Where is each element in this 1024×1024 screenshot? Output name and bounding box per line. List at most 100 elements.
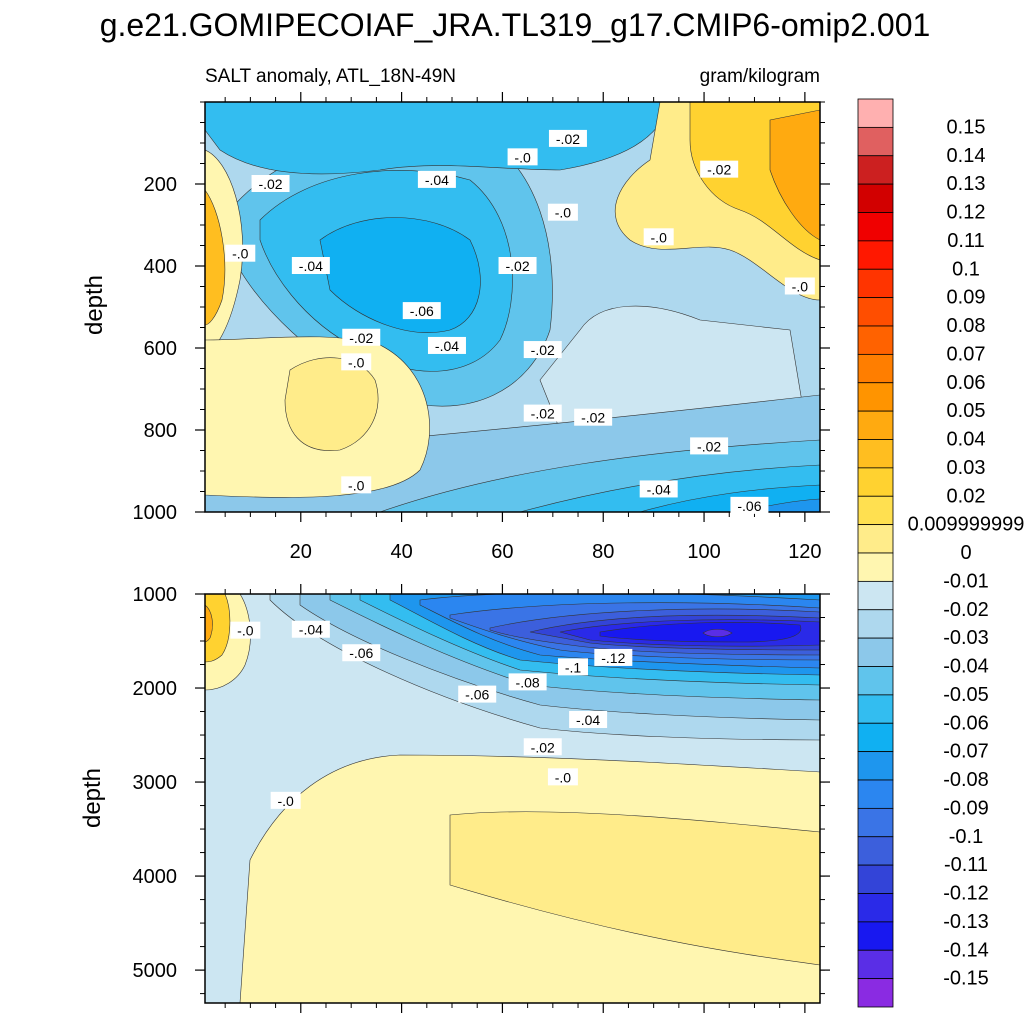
contour-label-text: -.0 <box>792 279 809 295</box>
contour-label-bg <box>784 277 815 295</box>
y-tick-label: 1000 <box>133 502 178 524</box>
contour-label-text: -.02 <box>581 410 605 426</box>
colorbar-level-label: -0.08 <box>943 769 989 791</box>
contour-label: -.0 <box>341 353 372 371</box>
colorbar-level-label: -0.1 <box>949 826 983 848</box>
contour-label-text: -.02 <box>505 258 529 274</box>
colorbar-swatch <box>857 694 894 724</box>
colorbar-level-label: 0.009999999 <box>908 514 1024 536</box>
colorbar-level-label: 0 <box>960 542 971 564</box>
contour-label-text: -.0 <box>651 229 668 245</box>
contour-label-bg <box>230 621 261 639</box>
contour-label-bg <box>523 341 562 359</box>
contour-label-text: -.02 <box>531 739 555 755</box>
contour-label-text: -.04 <box>576 712 600 728</box>
colorbar-swatch <box>857 552 894 582</box>
colorbar-swatch <box>857 98 894 128</box>
colorbar-swatch <box>857 297 894 327</box>
contour-label-bg <box>458 685 497 703</box>
contour-label: -.0 <box>270 791 301 809</box>
contour-label-bg <box>690 437 729 455</box>
contour-label: -.04 <box>417 170 456 188</box>
contour-label-bg <box>700 160 739 178</box>
contour-label-bg <box>225 244 256 262</box>
y-tick-label: 5000 <box>133 960 178 982</box>
contour-label-bg <box>557 658 588 676</box>
contour-label: -.02 <box>523 404 562 422</box>
contour-label: -.04 <box>639 480 678 498</box>
colorbar-swatch <box>857 609 894 639</box>
contour-label-bg <box>547 203 578 221</box>
colorbar-swatch <box>857 353 894 384</box>
colorbar-level-label: -0.15 <box>943 968 989 990</box>
contour-label-text: -.0 <box>555 205 572 221</box>
contour-label-bg <box>508 673 547 691</box>
colorbar-level-label: -0.05 <box>943 684 989 706</box>
contour-label-text: -.02 <box>531 406 555 422</box>
colorbar-swatch <box>857 382 894 412</box>
colorbar-swatch <box>857 949 894 980</box>
contour-label-bg <box>341 353 372 371</box>
colorbar-swatch <box>857 467 894 497</box>
colorbar-level-label: 0.05 <box>947 400 986 422</box>
y-tick-label: 600 <box>144 338 177 360</box>
upper-subtitle-right: gram/kilogram <box>700 66 820 87</box>
contour-label: -.02 <box>574 408 613 426</box>
contour-label-text: -.02 <box>556 131 580 147</box>
contour-label-bg <box>342 644 381 662</box>
contour-label-bg <box>574 408 613 426</box>
colorbar-level-label: 0.1 <box>952 258 980 280</box>
colorbar-swatch <box>857 751 894 781</box>
contour-label-bg <box>523 738 562 756</box>
contour-label-text: -.0 <box>348 477 365 493</box>
colorbar-level-label: 0.12 <box>947 202 986 224</box>
contour-label-text: -.04 <box>425 172 449 188</box>
contour-label: -.02 <box>342 328 381 346</box>
colorbar-swatch <box>857 212 894 242</box>
contour-label-bg <box>639 480 678 498</box>
colorbar-level-label: -0.12 <box>943 883 989 905</box>
colorbar-swatch <box>857 439 894 469</box>
colorbar-level-label: -0.01 <box>943 570 989 592</box>
lower-y-axis: 1000 2000 3000 4000 5000 <box>133 584 830 995</box>
upper-panel: SALT anomaly, ATL_18N-49N gram/kilogram … <box>81 66 830 563</box>
contour-label: -.02 <box>700 160 739 178</box>
colorbar-swatch <box>857 126 894 157</box>
colorbar-level-label: 0.04 <box>947 429 986 451</box>
colorbar-level-label: -0.02 <box>943 599 989 621</box>
colorbar-level-label: -0.06 <box>943 712 989 734</box>
colorbar-level-label: 0.06 <box>947 372 986 394</box>
contour-label: -.06 <box>730 496 769 514</box>
lower-contour-labels: -.0 -.04-.06 -.12-.1-.08-.06-.04-.02-.0-.0 <box>230 620 633 809</box>
contour-label: -.06 <box>342 644 381 662</box>
upper-y-axis-label: depth <box>81 275 108 335</box>
colorbar: 0.15 0.14 0.13 0.12 0.11 0.1 0.09 0.08 0.07 0.06 0… <box>857 98 1024 1008</box>
contour-label: -.02 <box>523 341 562 359</box>
colorbar-level-label: -0.03 <box>943 627 989 649</box>
colorbar-swatch <box>857 666 894 696</box>
colorbar-swatch <box>857 495 894 526</box>
colorbar-swatch <box>857 978 894 1008</box>
x-tick-label: 80 <box>592 541 614 563</box>
contour-label-text: -.06 <box>349 645 373 661</box>
contour-label-bg <box>730 496 769 514</box>
contour-label: -.02 <box>548 129 587 147</box>
contour-label-text: -.04 <box>435 338 459 354</box>
y-tick-label: 1000 <box>133 584 178 606</box>
contour-label: -.0 <box>225 244 256 262</box>
colorbar-level-label: 0.07 <box>947 343 986 365</box>
x-tick-label: 100 <box>687 541 720 563</box>
colorbar-level-label: 0.02 <box>947 485 986 507</box>
contour-label: -.02 <box>690 437 729 455</box>
colorbar-swatch <box>857 155 894 185</box>
contour-label: -.02 <box>251 175 290 192</box>
contour-label-bg <box>291 620 330 638</box>
fill-top-blue <box>205 102 671 175</box>
y-tick-label: 3000 <box>133 772 178 794</box>
colorbar-swatch <box>857 836 894 866</box>
lower-y-axis-label: depth <box>79 768 106 828</box>
contour-label: -.08 <box>508 673 547 691</box>
colorbar-swatch <box>857 524 894 554</box>
fill-mid-yellow-core <box>284 357 379 451</box>
